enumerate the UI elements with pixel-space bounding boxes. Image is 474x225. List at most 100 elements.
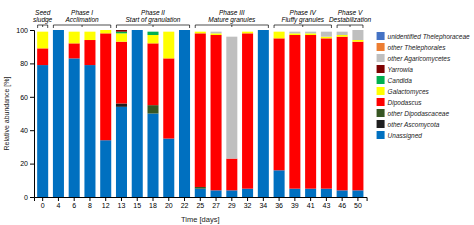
bar-segment	[352, 30, 363, 31]
bracket-line	[302, 25, 303, 27]
bar-segment	[179, 30, 190, 31]
legend-swatch	[377, 65, 385, 73]
bar-segment	[242, 31, 253, 32]
x-tick: 41	[307, 197, 315, 209]
bar-segment	[242, 31, 253, 32]
bar-segment	[116, 103, 127, 106]
bracket-line	[82, 25, 83, 27]
bar-segment	[352, 42, 363, 191]
bar-segment	[84, 31, 95, 32]
bar-segment	[69, 31, 80, 32]
y-tick-label: 100	[16, 27, 28, 34]
bar-segment	[179, 30, 190, 31]
bar-segment	[289, 33, 300, 35]
y-tick-mark	[30, 164, 34, 165]
bar-segment	[147, 31, 158, 32]
x-axis: 04681213151820222527293234363941434650	[35, 197, 368, 209]
x-tick-label: 34	[259, 202, 267, 209]
bar-segment	[195, 187, 206, 189]
bracket-line	[362, 25, 363, 28]
legend-swatch	[377, 87, 385, 95]
legend-item: other Agaricomycetes	[377, 54, 451, 63]
bar-segment	[69, 32, 80, 44]
legend-label: Yarrowia	[388, 66, 414, 73]
bar-segment	[258, 30, 269, 31]
bar-segment	[321, 189, 332, 197]
bar-segment	[179, 30, 190, 31]
phase-label: Phase II	[141, 9, 165, 16]
bar-segment	[132, 30, 143, 31]
chart: unidentified Thelephoraceae other Theleph…	[0, 0, 474, 225]
bracket-line	[42, 25, 43, 27]
y-axis-title: Relative abundance [%]	[3, 76, 11, 150]
bar-segment	[179, 30, 190, 31]
bar-segment	[195, 31, 206, 32]
bar-segment	[226, 36, 237, 37]
phase-bracket: Phase IVFluffy granules	[274, 9, 331, 29]
x-tick-label: 29	[228, 202, 236, 209]
bar-segment	[274, 38, 285, 170]
bar-segment	[258, 30, 269, 31]
bar-segment	[289, 31, 300, 32]
bar-segment	[337, 31, 348, 32]
bar-segment	[258, 30, 269, 197]
y-tick-label: 80	[20, 60, 28, 67]
legend-label: unidentified Thelephoraceae	[388, 33, 470, 41]
bracket-line	[337, 25, 338, 28]
legend-label: other Ascomycota	[388, 121, 440, 129]
bracket-line	[116, 25, 117, 28]
bar-segment	[69, 31, 80, 32]
x-tick-label: 36	[275, 202, 283, 209]
phase-label: Mature granules	[208, 16, 256, 24]
legend-label: other Thelephorales	[388, 44, 447, 52]
x-tick: 6	[72, 197, 76, 209]
y-axis: 020406080100	[16, 27, 34, 201]
bar-segment	[211, 31, 222, 32]
bar-segment	[163, 31, 174, 32]
x-tick-label: 46	[338, 202, 346, 209]
bar-segment	[163, 58, 174, 138]
y-tick-label: 60	[20, 94, 28, 101]
x-tick-label: 18	[149, 202, 157, 209]
bar-segment	[226, 190, 237, 197]
bar-segment	[289, 31, 300, 32]
bar-segment	[37, 31, 48, 32]
bar-segment	[179, 30, 190, 31]
legend-swatch	[377, 120, 385, 128]
bracket-line	[47, 25, 48, 28]
phase-label: Acclimation	[64, 16, 99, 23]
legend-swatch	[377, 131, 385, 139]
phase-bracket: Seedsludge	[33, 9, 53, 29]
bar-segment	[69, 31, 80, 32]
bar-segment	[179, 30, 190, 31]
y-tick-mark	[30, 130, 34, 131]
phase-label: Start of granulation	[126, 16, 181, 24]
x-tick-mark	[121, 197, 122, 201]
bar-segment	[53, 30, 64, 31]
y-tick-label: 0	[24, 194, 28, 201]
x-tick: 29	[228, 197, 236, 209]
bar-segment	[116, 30, 127, 31]
bar-segment	[163, 31, 174, 32]
bar-segment	[100, 140, 111, 197]
x-tick-label: 22	[181, 202, 189, 209]
legend-swatch	[377, 32, 385, 40]
legend-swatch	[377, 98, 385, 106]
x-tick-label: 39	[291, 202, 299, 209]
legend-label: Unassigned	[388, 132, 423, 140]
x-tick: 32	[244, 197, 252, 209]
bar-segment	[53, 30, 64, 31]
bar-segment	[242, 31, 253, 32]
bar-segment	[305, 35, 316, 189]
bar-segment	[53, 30, 64, 31]
x-tick-mark	[105, 197, 106, 201]
bar-segment	[226, 159, 237, 191]
bar-segment	[242, 31, 253, 32]
bar-segment	[84, 31, 95, 32]
bar-segment	[116, 30, 127, 31]
phase-label: Fluffy granules	[281, 16, 324, 24]
bar-segment	[53, 30, 64, 31]
bar-segment	[132, 30, 143, 197]
bar-segment	[116, 42, 127, 104]
bar-segment	[132, 30, 143, 31]
